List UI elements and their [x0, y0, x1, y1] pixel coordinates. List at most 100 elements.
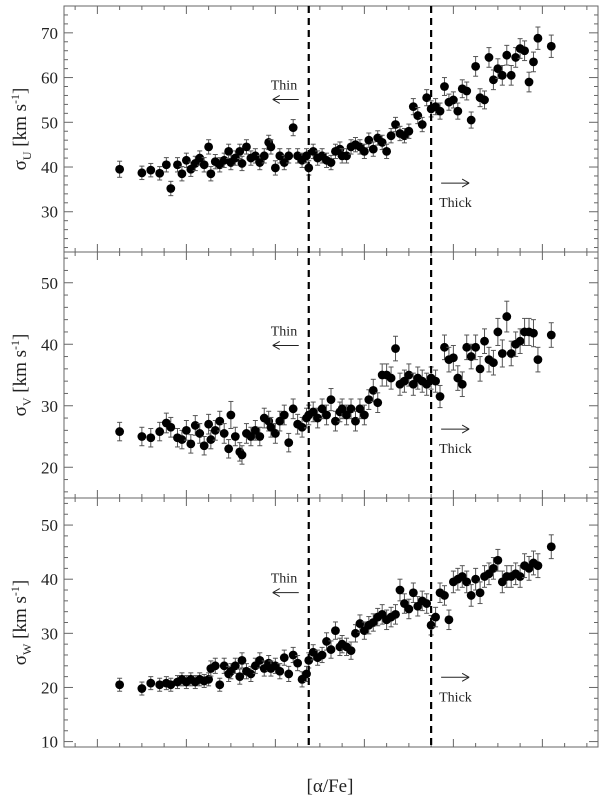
marker — [275, 151, 285, 161]
marker — [204, 674, 214, 684]
marker — [313, 413, 323, 423]
data-point — [284, 432, 294, 453]
data-point — [215, 677, 225, 692]
data-point — [115, 421, 125, 442]
data-point — [146, 676, 156, 691]
panel-frame — [63, 251, 599, 499]
marker — [270, 429, 280, 438]
data-point — [440, 334, 449, 361]
data-point — [440, 77, 449, 96]
marker — [351, 416, 360, 426]
data-point — [250, 420, 260, 441]
data-point — [255, 426, 265, 447]
data-point — [497, 64, 507, 86]
thin-arrowhead — [272, 95, 280, 104]
marker — [440, 82, 449, 91]
marker — [462, 86, 472, 96]
data-point — [515, 328, 525, 354]
marker — [146, 433, 156, 443]
data-point — [493, 548, 503, 572]
marker — [466, 591, 476, 600]
marker — [204, 142, 214, 152]
data-point — [511, 47, 521, 68]
marker — [457, 379, 467, 389]
y-tick-label: 30 — [41, 203, 58, 222]
data-point — [355, 398, 365, 420]
marker — [230, 153, 240, 163]
data-point — [440, 585, 449, 606]
marker — [413, 111, 423, 120]
marker — [204, 419, 214, 429]
marker — [471, 342, 481, 352]
data-point — [199, 157, 209, 173]
data-point — [484, 47, 494, 68]
thick-arrowhead — [461, 424, 470, 434]
data-point — [293, 655, 303, 672]
marker — [444, 615, 454, 625]
marker — [386, 131, 396, 141]
marker — [475, 364, 485, 374]
marker — [146, 165, 156, 175]
marker — [242, 142, 251, 152]
y-tick-label: 50 — [41, 516, 58, 535]
marker — [279, 653, 289, 663]
marker — [284, 438, 294, 448]
panel-frame — [63, 5, 599, 253]
y-axis-label: σW [km s-1] — [8, 580, 34, 665]
data-point — [502, 300, 512, 333]
marker — [224, 146, 234, 156]
marker — [199, 160, 209, 170]
y-label-close: ] — [10, 334, 31, 340]
data-point — [210, 657, 220, 674]
y-label-close: ] — [10, 580, 31, 586]
marker — [391, 344, 400, 353]
data-point — [177, 166, 187, 182]
y-tick-label: 20 — [41, 458, 58, 477]
data-point — [275, 663, 285, 680]
data-point — [453, 102, 463, 120]
marker — [166, 184, 176, 193]
data-point — [322, 404, 331, 426]
data-point — [186, 434, 196, 454]
data-point — [246, 665, 256, 683]
data-point — [115, 160, 125, 178]
marker — [206, 435, 216, 444]
data-point — [331, 410, 340, 432]
marker — [235, 672, 245, 682]
data-point — [326, 640, 336, 659]
marker — [448, 353, 458, 363]
marker — [210, 661, 220, 671]
marker — [466, 115, 476, 125]
data-point — [224, 143, 234, 160]
marker — [453, 373, 463, 383]
marker — [391, 609, 400, 619]
y-tick-label: 40 — [41, 570, 58, 589]
marker — [395, 585, 405, 595]
data-point — [431, 606, 440, 628]
marker — [288, 404, 298, 414]
data-point — [533, 346, 543, 373]
data-point — [219, 423, 229, 444]
data-point — [546, 34, 556, 58]
x-axis-label: [α/Fe] — [307, 776, 354, 797]
data-point — [382, 143, 392, 160]
data-point — [533, 26, 543, 50]
marker — [529, 328, 538, 338]
y-label-subscript: V — [20, 397, 34, 406]
data-point — [115, 677, 125, 692]
data-point — [404, 598, 414, 620]
data-point — [313, 649, 323, 666]
marker — [435, 106, 445, 116]
marker — [137, 684, 147, 693]
marker — [533, 561, 543, 571]
marker — [373, 398, 383, 408]
data-point — [230, 426, 240, 447]
y-tick-label: 20 — [41, 678, 58, 697]
marker — [297, 422, 307, 432]
thin-label: Thin — [271, 324, 297, 339]
marker — [342, 151, 351, 161]
data-point — [137, 426, 147, 447]
marker — [524, 77, 534, 87]
data-point — [489, 557, 498, 580]
marker — [219, 661, 229, 671]
